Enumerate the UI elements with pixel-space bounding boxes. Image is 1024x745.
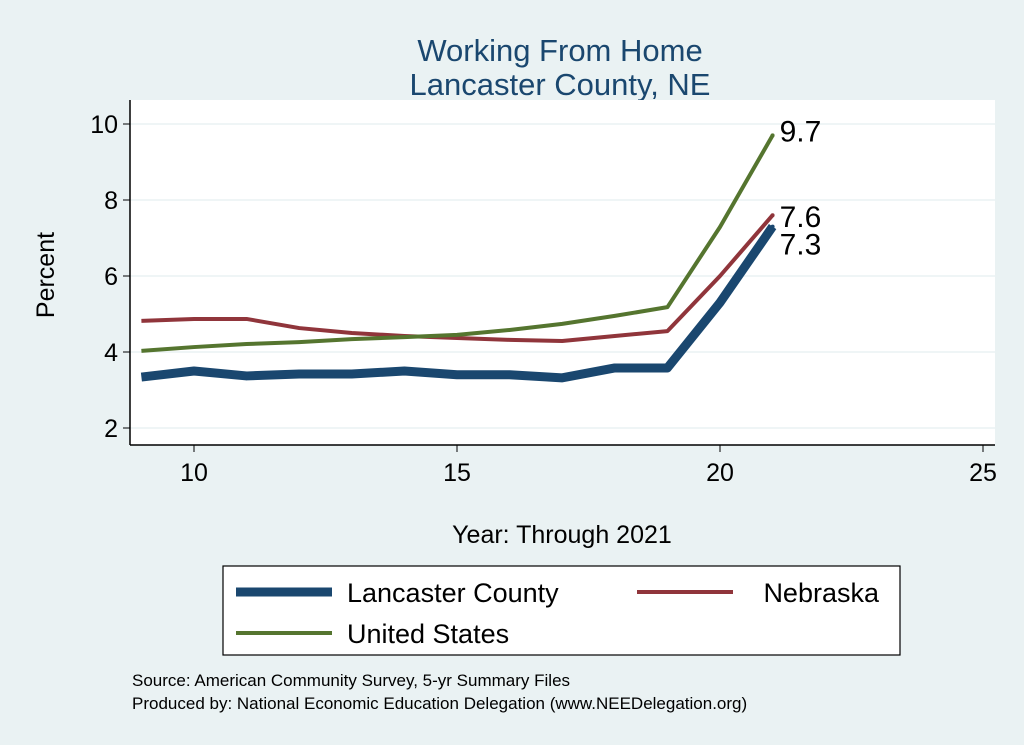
legend-label: Nebraska <box>763 578 880 608</box>
source-note: Source: American Community Survey, 5-yr … <box>132 671 570 690</box>
x-tick-label: 10 <box>180 459 208 487</box>
y-tick-label: 8 <box>104 187 118 215</box>
y-tick-label: 4 <box>104 339 118 367</box>
chart-subtitle: Lancaster County, NE <box>410 67 711 102</box>
legend: Lancaster County Nebraska United States <box>222 565 901 656</box>
series-line-nebraska <box>141 213 775 343</box>
end-label: 7.6 <box>780 201 822 234</box>
x-tick-label: 25 <box>969 459 997 487</box>
chart-title: Working From Home <box>417 33 702 68</box>
series-line-united-states <box>141 134 775 353</box>
end-point <box>770 224 775 229</box>
legend-label: United States <box>347 619 509 649</box>
y-tick-label: 6 <box>104 263 118 291</box>
legend-label: Lancaster County <box>347 578 559 608</box>
end-label: 9.7 <box>780 115 822 148</box>
x-axis-label: Year: Through 2021 <box>452 521 672 549</box>
y-tick-label: 10 <box>90 111 118 139</box>
end-point <box>770 213 775 218</box>
y-axis-label: Percent <box>32 232 60 318</box>
end-point <box>770 133 775 138</box>
series-line-lancaster-county <box>140 224 777 383</box>
producer-note: Produced by: National Economic Education… <box>132 694 747 713</box>
y-tick-label: 2 <box>104 415 118 443</box>
x-tick-label: 20 <box>706 459 734 487</box>
x-tick-label: 15 <box>443 459 471 487</box>
end-label: 7.3 <box>780 229 822 262</box>
plot-area <box>130 100 995 445</box>
